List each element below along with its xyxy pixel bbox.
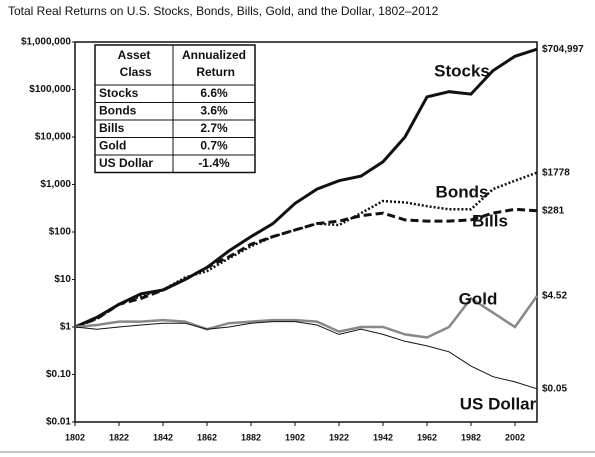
x-tick-label: 1862 xyxy=(197,432,217,442)
series-line xyxy=(74,295,539,339)
end-label: $704,997 xyxy=(542,44,584,55)
table-cell: 0.7% xyxy=(200,138,228,152)
series-name: US Dollar xyxy=(460,394,537,413)
x-tick-label: 1982 xyxy=(461,432,481,442)
y-tick-label: $1,000,000 xyxy=(21,37,71,48)
x-tick-label: 1842 xyxy=(153,432,173,442)
series-line xyxy=(74,321,538,390)
series-name: Bills xyxy=(472,211,508,230)
table-cell: 6.6% xyxy=(200,86,228,100)
x-tick-label: 1822 xyxy=(109,432,129,442)
y-tick-label: $0.10 xyxy=(46,369,71,380)
x-tick-label: 1902 xyxy=(285,432,305,442)
y-tick-label: $1,000 xyxy=(40,179,71,190)
table-cell: Gold xyxy=(99,138,126,152)
x-tick-label: 1882 xyxy=(241,432,261,442)
series-name: Bonds xyxy=(436,182,489,201)
x-tick-label: 1922 xyxy=(329,432,349,442)
x-tick-label: 1802 xyxy=(65,432,85,442)
end-label: $1778 xyxy=(542,167,570,178)
series-name: Stocks xyxy=(434,61,490,80)
y-tick-label: $10,000 xyxy=(35,132,72,143)
y-tick-label: $0.01 xyxy=(46,417,71,428)
table-header: Annualized Return xyxy=(182,48,246,79)
x-tick-label: 1962 xyxy=(417,432,437,442)
y-tick-label: $100,000 xyxy=(29,84,71,95)
end-label: $4.52 xyxy=(542,291,567,302)
table-cell: 2.7% xyxy=(200,121,228,135)
end-label: $0.05 xyxy=(542,383,567,394)
y-tick-label: $1 xyxy=(60,322,72,333)
table-cell: Bills xyxy=(99,121,125,135)
table-cell: Stocks xyxy=(99,86,139,100)
table-cell: US Dollar xyxy=(99,156,153,170)
series-name: Gold xyxy=(459,289,498,308)
series-line xyxy=(74,207,538,329)
table-cell: -1.4% xyxy=(198,156,230,170)
chart-title: Total Real Returns on U.S. Stocks, Bonds… xyxy=(8,4,439,18)
y-tick-label: $10 xyxy=(54,274,71,285)
table-cell: 3.6% xyxy=(200,103,228,117)
table-cell: Bonds xyxy=(99,103,137,117)
y-tick-label: $100 xyxy=(49,227,72,238)
end-label: $281 xyxy=(542,205,565,216)
table-box xyxy=(94,44,256,174)
table-header: Asset Class xyxy=(116,48,152,79)
x-tick-label: 2002 xyxy=(505,432,525,442)
x-tick-label: 1942 xyxy=(373,432,393,442)
